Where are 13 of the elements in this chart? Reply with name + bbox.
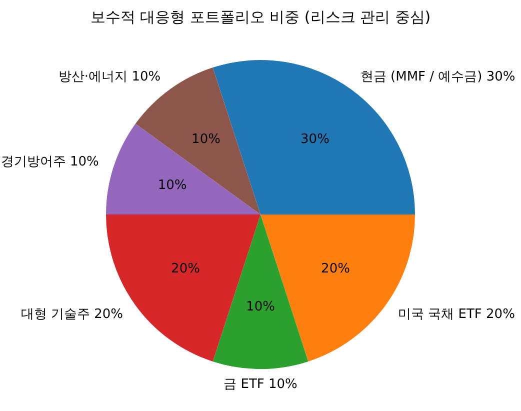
slice-label: 방산·에너지 10% (58, 69, 161, 84)
slice-label: 미국 국채 ETF 20% (398, 306, 515, 322)
chart-title: 보수적 대응형 포트폴리오 비중 (리스크 관리 중심) (89, 8, 432, 27)
data-label: 10% (246, 300, 275, 315)
data-label: 30% (300, 132, 330, 147)
data-label: 10% (192, 132, 220, 147)
slice-label: 대형 기술주 20% (20, 306, 124, 322)
slice-label: 경기방어주 10% (0, 154, 99, 170)
slice-label: 현금 (MMF / 예수금) 30% (360, 69, 516, 84)
data-label: 20% (321, 261, 350, 276)
data-label: 20% (171, 261, 200, 276)
data-label: 10% (158, 178, 187, 194)
slice-label: 금 ETF 10% (224, 376, 298, 392)
